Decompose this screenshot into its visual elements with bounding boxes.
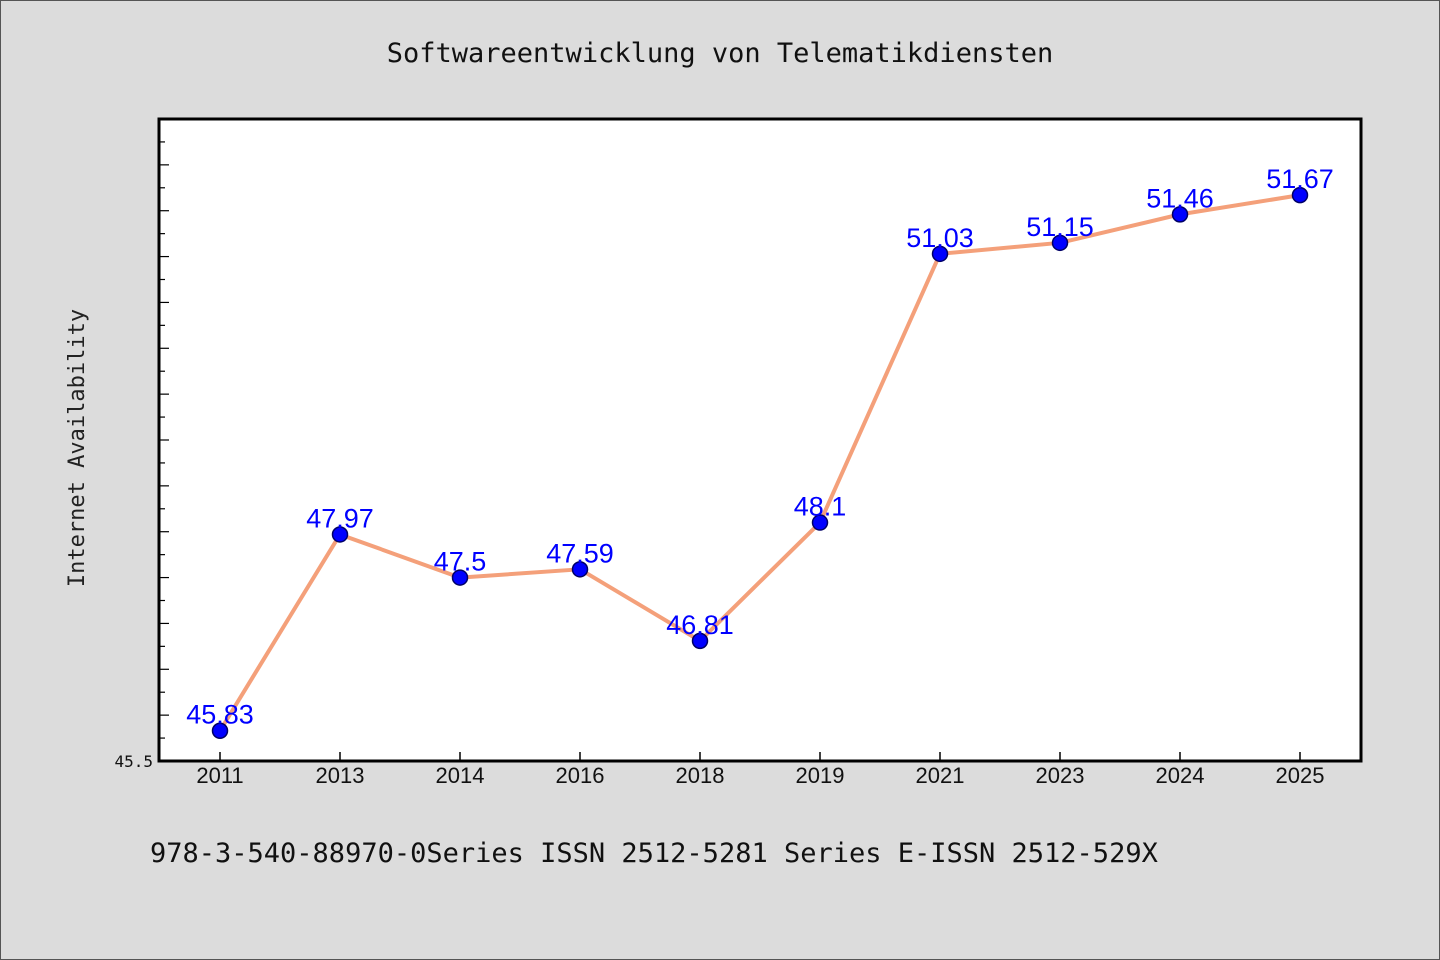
plot-area	[157, 117, 1363, 763]
x-tick-label: 2019	[796, 763, 845, 788]
x-tick-label: 2011	[196, 763, 243, 788]
data-point	[1051, 234, 1069, 252]
data-label: 51.67	[1266, 164, 1334, 194]
data-point	[451, 569, 469, 586]
data-point	[211, 722, 229, 739]
data-label: 45.83	[186, 700, 254, 730]
data-point	[811, 514, 829, 531]
axis-ticks: 45.5 2011 2013 2014 2016 2018 2019 2021 2023 2024…	[114, 118, 1325, 788]
series-layer: 45.83 47.97 47.5 47.59 46.81 48.1 51.03 51.15 51…	[186, 164, 1334, 739]
data-point	[331, 526, 349, 543]
x-tick-label: 2024	[1156, 763, 1205, 788]
y-axis-label: Internet Availability	[65, 309, 90, 587]
data-label: 47.5	[434, 547, 487, 577]
x-tick-label: 2018	[676, 763, 725, 788]
x-tick-label: 2013	[316, 763, 365, 788]
chart-title: Softwareentwicklung von Telematikdienste…	[387, 38, 1053, 69]
x-tick-label: 2025	[1276, 763, 1325, 788]
data-point	[571, 561, 589, 578]
x-tick-label: 2023	[1036, 763, 1085, 788]
data-point	[931, 245, 949, 263]
x-tick-label: 2014	[436, 763, 485, 788]
footer-caption: 978-3-540-88970-0Series ISSN 2512-5281 S…	[150, 838, 1158, 869]
data-label: 51.03	[906, 223, 974, 253]
y-tick-label: 45.5	[114, 752, 153, 771]
data-label: 47.97	[306, 503, 374, 533]
data-point	[1171, 206, 1189, 223]
data-label: 51.15	[1026, 212, 1094, 242]
data-label: 48.1	[794, 492, 847, 522]
series-line	[218, 193, 1302, 733]
data-label: 51.46	[1146, 183, 1214, 213]
data-point	[1291, 186, 1309, 204]
x-tick-label: 2021	[916, 763, 965, 788]
x-tick-label: 2016	[556, 763, 605, 788]
data-point	[691, 632, 709, 650]
data-label: 47.59	[546, 538, 614, 568]
data-label: 46.81	[666, 610, 734, 640]
